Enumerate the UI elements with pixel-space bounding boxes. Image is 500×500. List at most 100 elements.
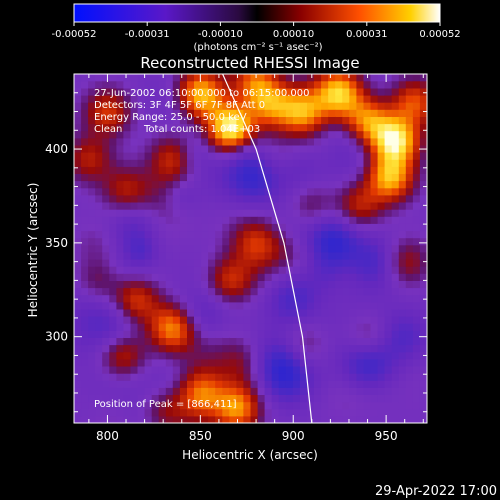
heatmap-cell: [179, 202, 188, 210]
heatmap-cell: [88, 280, 96, 289]
heatmap-cell: [222, 244, 230, 253]
heatmap-cell: [179, 173, 188, 182]
heatmap-cell: [349, 415, 357, 423]
heatmap-cell: [144, 202, 153, 210]
heatmap-cell: [201, 287, 209, 296]
heatmap-cell: [81, 80, 89, 89]
heatmap-cell: [412, 351, 421, 360]
heatmap-cell: [405, 394, 414, 403]
heatmap-cell: [356, 123, 365, 132]
heatmap-cell: [158, 316, 167, 324]
heatmap-cell: [335, 401, 343, 410]
heatmap-cell: [116, 109, 125, 117]
heatmap-cell: [285, 344, 294, 353]
heatmap-cell: [271, 401, 280, 410]
heatmap-cell: [391, 152, 400, 160]
heatmap-cell: [356, 102, 365, 110]
heatmap-cell: [285, 323, 294, 331]
heatmap-cell: [342, 159, 350, 167]
heatmap-cell: [151, 166, 160, 174]
heatmap-cell: [81, 351, 89, 360]
heatmap-cell: [427, 373, 435, 381]
heatmap-cell: [201, 308, 209, 317]
heatmap-cell: [278, 259, 287, 267]
heatmap-cell: [278, 351, 287, 360]
heatmap-cell: [342, 301, 350, 310]
heatmap-cell: [363, 102, 372, 110]
heatmap-cell: [194, 95, 202, 103]
heatmap-cell: [187, 144, 195, 153]
heatmap-cell: [81, 237, 89, 246]
heatmap-cell: [88, 244, 96, 253]
heatmap-cell: [215, 351, 223, 360]
heatmap-cell: [342, 123, 350, 132]
heatmap-cell: [292, 259, 301, 267]
heatmap-cell: [285, 74, 294, 82]
heatmap-cell: [377, 373, 386, 381]
heatmap-cell: [299, 408, 308, 417]
heatmap-cell: [335, 209, 343, 217]
heatmap-cell: [243, 144, 252, 153]
heatmap-cell: [130, 337, 139, 346]
heatmap-cell: [208, 166, 216, 174]
heatmap-cell: [109, 394, 117, 403]
heatmap-cell: [222, 223, 230, 232]
heatmap-cell: [165, 251, 174, 260]
heatmap-cell: [278, 109, 287, 117]
colorbar-tick-label: 0.00010: [273, 29, 314, 40]
heatmap-cell: [81, 152, 89, 160]
heatmap-cell: [194, 273, 202, 281]
heatmap-cell: [370, 180, 379, 189]
heatmap-cell: [81, 251, 89, 260]
heatmap-cell: [158, 144, 167, 153]
heatmap-cell: [257, 308, 266, 317]
heatmap-cell: [81, 366, 89, 374]
heatmap-cell: [292, 251, 301, 260]
heatmap-cell: [222, 408, 230, 417]
heatmap-cell: [179, 323, 188, 331]
heatmap-cell: [222, 209, 230, 217]
heatmap-cell: [427, 402, 435, 410]
heatmap-cell: [363, 95, 372, 103]
heatmap-cell: [165, 344, 174, 353]
heatmap-cell: [144, 351, 153, 360]
heatmap-cell: [236, 251, 245, 260]
heatmap-cell: [264, 216, 273, 224]
heatmap-cell: [123, 152, 132, 160]
heatmap-cell: [151, 187, 160, 196]
heatmap-cell: [88, 223, 96, 232]
heatmap-cell: [335, 237, 343, 246]
heatmap-cell: [88, 237, 96, 246]
heatmap-cell: [102, 187, 110, 196]
heatmap-cell: [222, 351, 230, 360]
heatmap-cell: [419, 380, 427, 388]
heatmap-cell: [137, 74, 146, 82]
heatmap-cell: [144, 152, 153, 160]
heatmap-cell: [144, 130, 153, 139]
heatmap-cell: [349, 301, 357, 310]
heatmap-cell: [243, 344, 252, 353]
heatmap-cell: [201, 266, 209, 274]
heatmap-cell: [285, 301, 294, 310]
heatmap-cell: [102, 102, 110, 110]
heatmap-cell: [165, 308, 174, 317]
heatmap-cell: [179, 144, 188, 153]
heatmap-cell: [250, 259, 259, 267]
heatmap-cell: [144, 273, 153, 281]
heatmap-cell: [384, 344, 393, 353]
heatmap-cell: [384, 266, 393, 274]
y-tick-label: 300: [45, 330, 68, 344]
heatmap-cell: [137, 266, 146, 274]
heatmap-cell: [229, 237, 237, 246]
heatmap-cell: [285, 408, 294, 417]
heatmap-cell: [412, 287, 421, 296]
heatmap-cell: [278, 415, 287, 423]
heatmap-cell: [109, 251, 117, 260]
heatmap-cell: [264, 415, 273, 423]
heatmap-cell: [109, 123, 117, 132]
heatmap-cell: [271, 130, 280, 139]
heatmap-cell: [377, 230, 386, 239]
heatmap-cell: [356, 308, 365, 317]
heatmap-cell: [328, 287, 336, 296]
heatmap-cell: [194, 244, 202, 253]
